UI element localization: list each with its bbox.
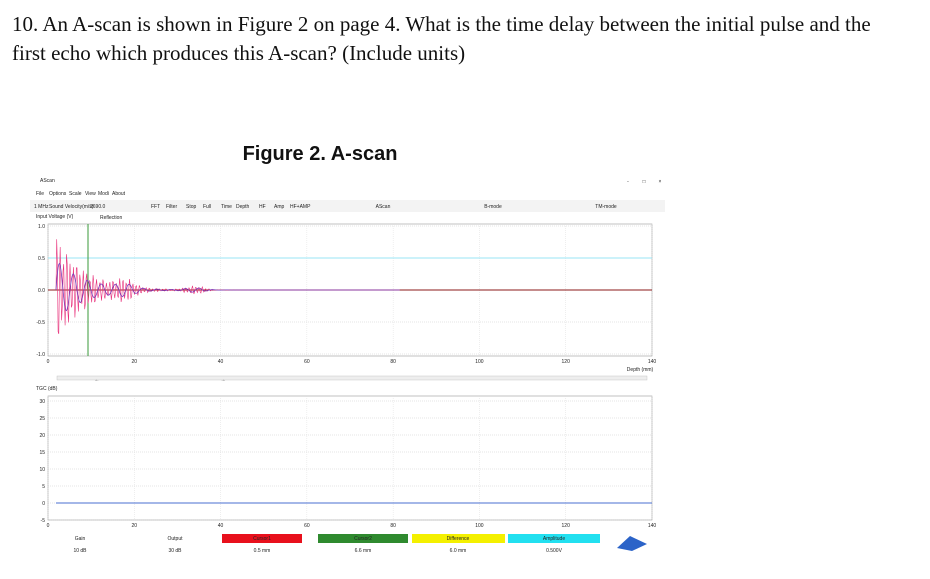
y-tick-label: 20 [39, 433, 45, 439]
readout-label: Difference [447, 536, 470, 542]
menu-item[interactable]: View [85, 191, 96, 197]
slider-arrow[interactable]: ← [95, 377, 100, 383]
readout-value: 10 dB [73, 548, 87, 554]
readout-value: 0.5 mm [254, 548, 271, 554]
toolbar-item[interactable]: HF+AMP [290, 204, 311, 210]
y-tick-label: 1.0 [38, 224, 45, 230]
x-tick-label: 20 [132, 523, 138, 529]
readout-label: Cursor2 [354, 536, 372, 542]
lower-plot-area [47, 395, 653, 521]
readout-value: 0.500V [546, 548, 563, 554]
toolbar-item[interactable]: Amp [274, 204, 285, 210]
x-tick-label: 20 [132, 359, 138, 365]
toolbar-item[interactable]: 2690.0 [90, 204, 106, 210]
readout-value: 6.6 mm [355, 548, 372, 554]
window-control[interactable]: - [627, 179, 629, 185]
y-tick-label: 10 [39, 467, 45, 473]
toolbar-item[interactable]: Sound Velocity(m/s) [49, 204, 94, 210]
x-tick-label: 40 [218, 523, 224, 529]
x-tick-label: 120 [562, 359, 571, 365]
figure-title: Figure 2. A-scan [243, 143, 398, 165]
toolbar-item[interactable]: Filter [166, 204, 177, 210]
envelope [55, 262, 400, 312]
y-tick-label: 15 [39, 450, 45, 456]
x-tick-label: 120 [562, 523, 571, 529]
y-tick-label: 25 [39, 416, 45, 422]
toolbar-item[interactable]: Full [203, 204, 211, 210]
window-title: AScan [40, 178, 55, 184]
tab[interactable]: TM-mode [595, 204, 617, 210]
amplitude-box [508, 534, 600, 543]
y-axis-label: TGC (dB) [36, 386, 58, 392]
window-control[interactable]: □ [642, 179, 645, 185]
toolbar-item[interactable]: Stop [186, 204, 197, 210]
y-tick-label: -0.5 [36, 320, 45, 326]
x-axis-label: Depth (mm) [627, 367, 654, 373]
menu-item[interactable]: Options [49, 191, 67, 197]
toolbar-item[interactable]: 1 MHz [34, 204, 49, 210]
toolbar-bg [30, 200, 665, 212]
readout-label: Gain [75, 536, 86, 542]
readout-label: Cursor1 [253, 536, 271, 542]
x-tick-label: 100 [475, 523, 484, 529]
menu-item[interactable]: Scale [69, 191, 82, 197]
readout-value: 30 dB [168, 548, 182, 554]
menu-item[interactable]: Modi [98, 191, 109, 197]
y-tick-label: -1.0 [36, 352, 45, 358]
logo [617, 536, 647, 551]
slider-track[interactable] [56, 375, 648, 381]
window-control[interactable]: × [659, 179, 662, 185]
x-tick-label: 0 [47, 359, 50, 365]
question-line: 10. An A-scan is shown in Figure 2 on pa… [12, 12, 871, 36]
x-tick-label: 0 [47, 523, 50, 529]
x-tick-label: 100 [475, 359, 484, 365]
tab[interactable]: B-mode [484, 204, 502, 210]
y-tick-label: 30 [39, 399, 45, 405]
readout-label: Amplitude [543, 536, 565, 542]
y-tick-label: 0.0 [38, 288, 45, 294]
x-tick-label: 40 [218, 359, 224, 365]
x-tick-label: 80 [390, 359, 396, 365]
x-tick-label: 140 [648, 523, 657, 529]
y-axis-label: Input Voltage (V) [36, 214, 74, 220]
y-tick-label: 0 [42, 501, 45, 507]
slider-arrow[interactable]: → [221, 377, 226, 383]
x-tick-label: 140 [648, 359, 657, 365]
question-line: first echo which produces this A-scan? (… [12, 41, 465, 65]
cursor1-box [222, 534, 302, 543]
annotation: Reflection [100, 215, 122, 221]
toolbar-item[interactable]: FFT [151, 204, 160, 210]
toolbar-item[interactable]: HF [259, 204, 266, 210]
readout-label: Output [167, 536, 183, 542]
readout-value: 6.0 mm [450, 548, 467, 554]
tab[interactable]: AScan [376, 204, 391, 210]
x-tick-label: 60 [304, 523, 310, 529]
x-tick-label: 80 [390, 523, 396, 529]
menu-item[interactable]: File [36, 191, 44, 197]
toolbar-item[interactable]: Depth [236, 204, 250, 210]
y-tick-label: 5 [42, 484, 45, 490]
y-tick-label: 0.5 [38, 256, 45, 262]
x-tick-label: 60 [304, 359, 310, 365]
cursor2-box [318, 534, 408, 543]
toolbar-item[interactable]: Time [221, 204, 232, 210]
difference-box [412, 534, 505, 543]
y-tick-label: -5 [41, 518, 46, 524]
menu-item[interactable]: About [112, 191, 126, 197]
